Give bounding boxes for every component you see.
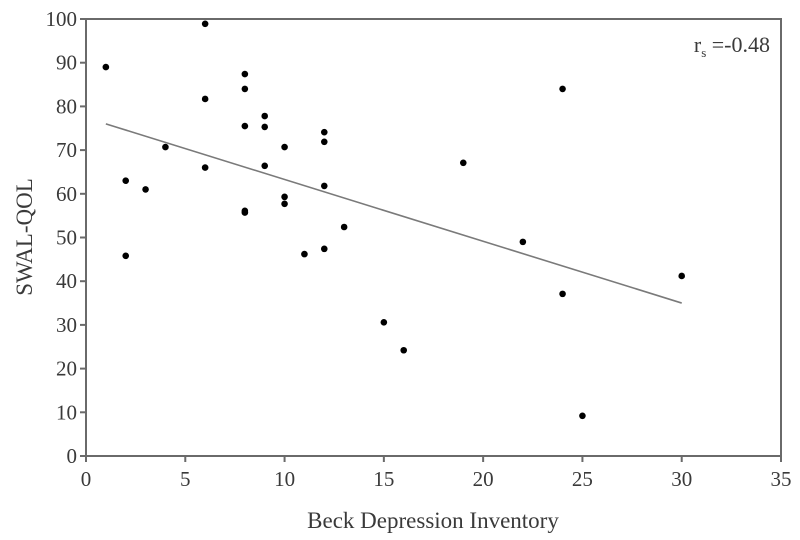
x-tick-label: 10	[274, 467, 295, 491]
data-point	[559, 85, 566, 93]
annotation-value: =-0.48	[706, 32, 770, 57]
x-tick-label: 5	[180, 467, 191, 491]
annotation-subscript: s	[701, 45, 706, 60]
data-point	[201, 95, 209, 103]
annotation-r: r	[694, 32, 702, 57]
x-tick-label: 0	[81, 467, 92, 491]
plot-border	[85, 18, 782, 457]
data-point	[241, 70, 249, 78]
data-point	[261, 123, 269, 131]
data-point	[102, 63, 110, 71]
data-point	[579, 412, 586, 420]
data-point	[301, 250, 308, 258]
data-point	[459, 159, 467, 167]
x-axis-title: Beck Depression Inventory	[307, 508, 559, 533]
data-point	[241, 85, 249, 93]
data-point	[519, 238, 527, 246]
data-point	[162, 143, 169, 151]
data-point	[142, 186, 149, 193]
x-tick-label: 20	[473, 467, 494, 491]
y-tick-label: 50	[56, 226, 77, 250]
y-tick-label: 100	[46, 7, 78, 31]
data-point	[241, 122, 249, 130]
trend-line	[105, 123, 682, 304]
y-tick-label: 20	[56, 357, 77, 381]
data-point	[380, 318, 388, 326]
data-point	[678, 272, 686, 280]
data-point	[400, 346, 408, 354]
x-tick-label: 25	[572, 467, 593, 491]
data-point	[320, 128, 328, 136]
data-point	[281, 193, 288, 201]
y-tick-label: 60	[56, 182, 77, 206]
data-points	[102, 20, 686, 420]
data-point	[340, 223, 348, 231]
data-point	[320, 245, 328, 253]
x-axis-ticks: 0 5 10 15 20 25 30 35	[81, 456, 792, 491]
regression-line	[105, 123, 682, 304]
data-point	[261, 112, 269, 120]
y-tick-label: 10	[56, 400, 77, 424]
data-point	[320, 138, 328, 146]
y-tick-label: 40	[56, 269, 77, 293]
data-point	[241, 209, 249, 216]
data-point	[201, 20, 209, 28]
y-tick-label: 70	[56, 138, 77, 162]
y-tick-label: 80	[56, 94, 77, 118]
data-point	[281, 143, 288, 151]
data-point	[201, 164, 209, 171]
data-point	[320, 182, 328, 190]
data-point	[122, 252, 130, 260]
data-point	[122, 177, 130, 184]
x-tick-label: 15	[373, 467, 394, 491]
x-tick-label: 30	[671, 467, 692, 491]
data-point	[261, 162, 269, 170]
y-tick-label: 0	[67, 444, 78, 468]
plot-frame	[85, 18, 782, 457]
y-tick-label: 30	[56, 313, 77, 337]
y-tick-label: 90	[56, 51, 77, 75]
data-point	[281, 200, 288, 208]
y-axis-title: SWAL-QOL	[12, 178, 37, 296]
x-tick-label: 35	[771, 467, 792, 491]
y-axis-ticks: 0 10 20 30 40 50 60 70 80 90 100	[46, 7, 86, 468]
correlation-annotation: rs =-0.48	[694, 32, 770, 60]
data-point	[559, 290, 566, 298]
